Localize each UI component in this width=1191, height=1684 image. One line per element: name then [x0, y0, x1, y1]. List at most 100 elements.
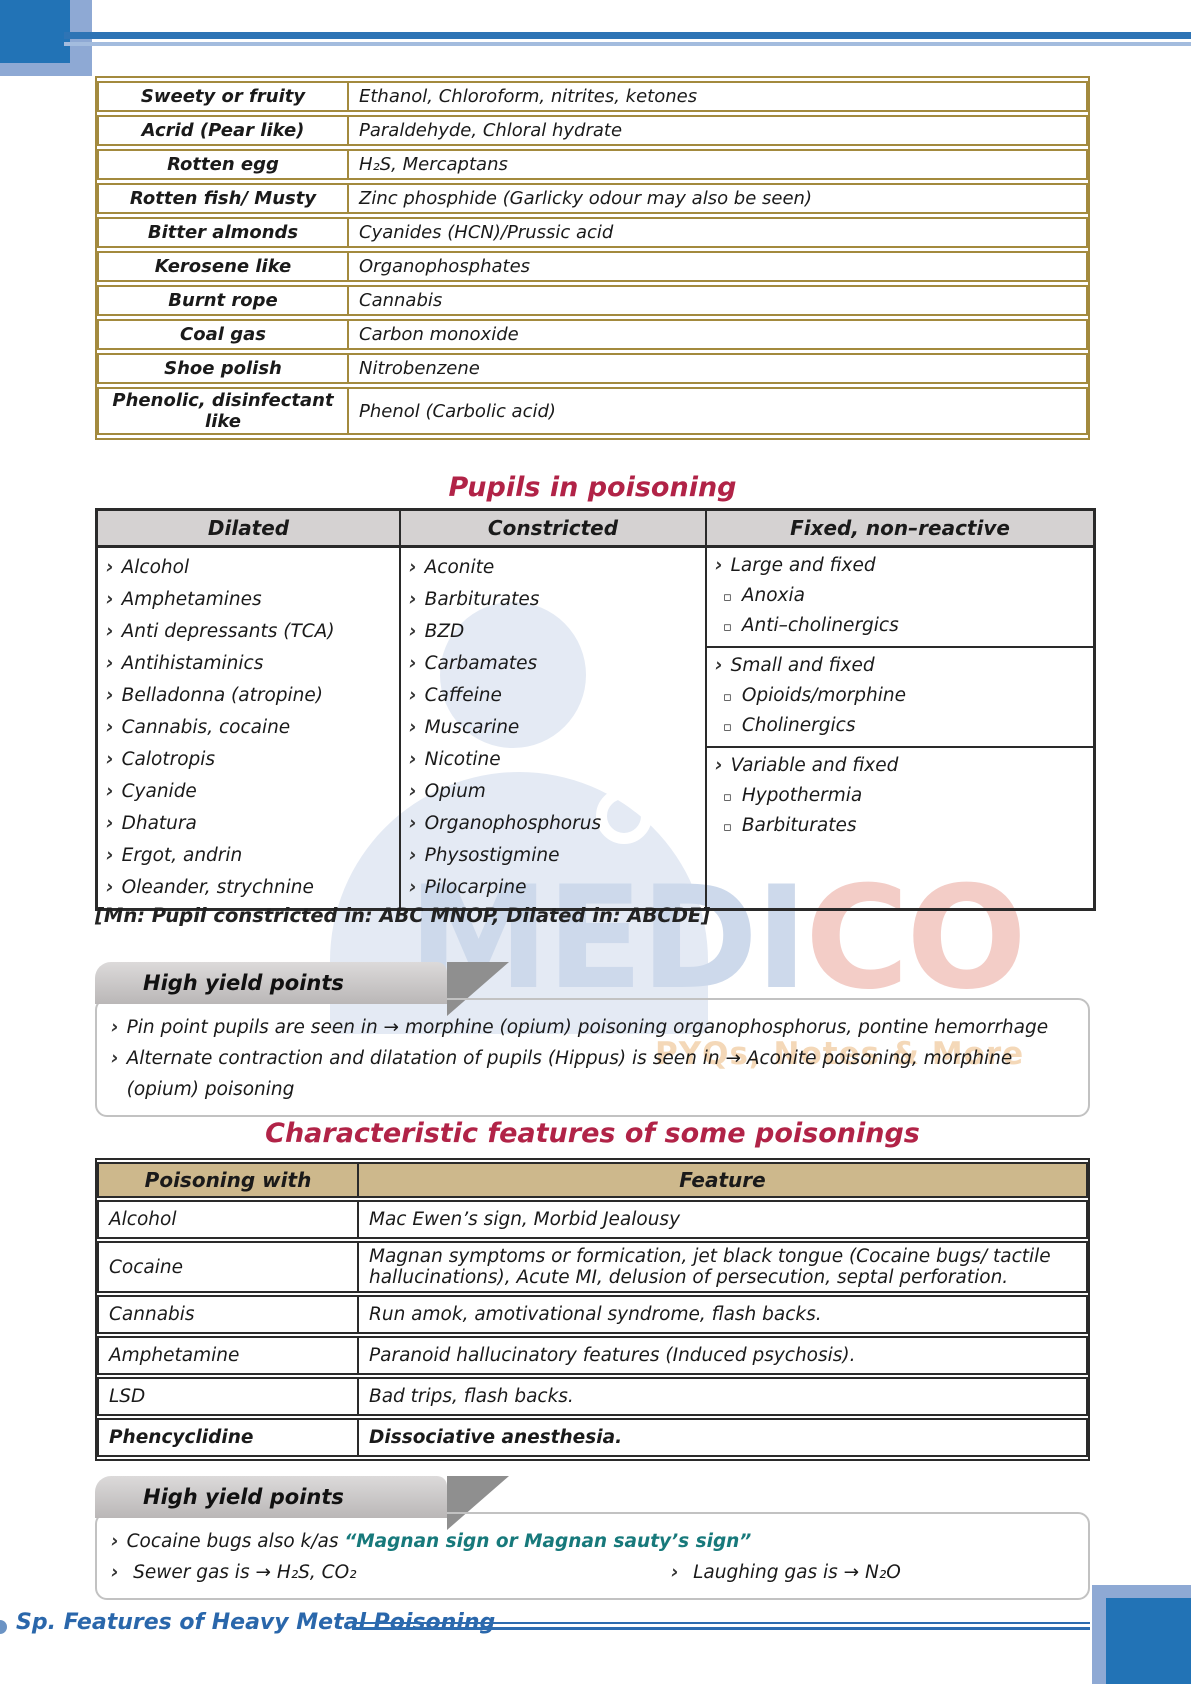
arrow-bullet-icon: ›: [106, 813, 114, 834]
list-item-label: Pilocarpine: [424, 877, 527, 898]
point-prefix: Cocaine bugs also k/as: [126, 1531, 345, 1552]
group-item: ▫ Cholinergics: [713, 711, 1087, 741]
arrow-bullet-icon: ›: [409, 749, 417, 770]
group-label: › Small and fixed: [713, 651, 1087, 681]
odor-table-row: Burnt rope Cannabis: [97, 285, 1088, 316]
square-bullet-icon: ▫: [723, 790, 732, 805]
list-item: › Opium: [407, 776, 699, 808]
features-row: Cannabis Run amok, amotivational syndrom…: [97, 1295, 1088, 1334]
point-highlight: “Magnan sign or Magnan sauty’s sign”: [344, 1531, 752, 1552]
dilated-column: › Alcohol › Amphetamines › Anti depressants (…: [98, 548, 401, 908]
substance-cell: Paraldehyde, Chloral hydrate: [349, 115, 1088, 146]
high-yield-box-1: High yield points › Pin point pupils are …: [95, 962, 1090, 1117]
list-item: › Aconite: [407, 552, 699, 584]
group-label-text: Large and fixed: [730, 555, 876, 576]
group-item-label: Opioids/morphine: [741, 685, 906, 706]
mnemonic-note: [Mn: Pupil constricted in: ABC MNOP, Dil…: [95, 904, 711, 927]
list-item: › Organophosphorus: [407, 808, 699, 840]
poison-cell: Amphetamine: [97, 1336, 359, 1375]
features-row: Cocaine Magnan symptoms or formication, …: [97, 1241, 1088, 1293]
substance-cell: Organophosphates: [349, 251, 1088, 282]
square-bullet-icon: ▫: [723, 690, 732, 705]
substance-cell: Zinc phosphide (Garlicky odour may also …: [349, 183, 1088, 214]
high-yield-box-2: High yield points › Cocaine bugs also k/…: [95, 1476, 1090, 1600]
watermark-stethoscope-icon: [596, 788, 652, 844]
arrow-bullet-icon: ›: [409, 717, 417, 738]
odor-table: Sweety or fruity Ethanol, Chloroform, ni…: [95, 76, 1090, 440]
features-row: LSD Bad trips, flash backs.: [97, 1377, 1088, 1416]
square-bullet-icon: ▫: [723, 590, 732, 605]
arrow-bullet-icon: ›: [409, 589, 417, 610]
tab-fold-decoration: [447, 962, 509, 1016]
arrow-bullet-icon: ›: [671, 1562, 686, 1583]
odor-cell: Acrid (Pear like): [97, 115, 349, 146]
group-item-label: Barbiturates: [741, 815, 857, 836]
arrow-bullet-icon: ›: [106, 653, 114, 674]
arrow-bullet-icon: ›: [106, 717, 114, 738]
list-item: › Anti depressants (TCA): [104, 616, 393, 648]
list-item: › Alcohol: [104, 552, 393, 584]
substance-cell: Nitrobenzene: [349, 353, 1088, 384]
substance-cell: Cannabis: [349, 285, 1088, 316]
high-yield-body: › Cocaine bugs also k/as “Magnan sign or…: [95, 1512, 1090, 1600]
odor-cell: Shoe polish: [97, 353, 349, 384]
list-item: › Cannabis, cocaine: [104, 712, 393, 744]
poison-cell: Alcohol: [97, 1200, 359, 1239]
arrow-bullet-icon: ›: [715, 655, 723, 676]
arrow-bullet-icon: ›: [715, 755, 723, 776]
arrow-bullet-icon: ›: [409, 621, 417, 642]
group-label: › Large and fixed: [713, 551, 1087, 581]
odor-cell: Rotten fish/ Musty: [97, 183, 349, 214]
list-item: › Cyanide: [104, 776, 393, 808]
odor-cell: Sweety or fruity: [97, 81, 349, 112]
odor-table-row: Shoe polish Nitrobenzene: [97, 353, 1088, 384]
group-item: ▫ Anti–cholinergics: [713, 611, 1087, 641]
odor-table-row: Phenolic, disinfectant like Phenol (Carb…: [97, 387, 1088, 435]
arrow-bullet-icon: ›: [409, 685, 417, 706]
list-item: › Belladonna (atropine): [104, 680, 393, 712]
watermark-tagline: PYQs, Notes & More: [655, 1036, 1025, 1072]
list-item-label: Dhatura: [121, 813, 197, 834]
odor-table-row: Kerosene like Organophosphates: [97, 251, 1088, 282]
arrow-bullet-icon: ›: [106, 877, 114, 898]
tab-fold-decoration: [447, 1476, 509, 1530]
watermark-logo-part2: CO: [805, 856, 1027, 1021]
odor-cell: Phenolic, disinfectant like: [97, 387, 349, 435]
substance-cell: Cyanides (HCN)/Prussic acid: [349, 217, 1088, 248]
watermark-doctor-head: [440, 602, 586, 748]
top-left-accent-dark: [0, 0, 70, 63]
arrow-bullet-icon: ›: [106, 557, 114, 578]
list-item-label: Nicotine: [424, 749, 501, 770]
features-row: Amphetamine Paranoid hallucinatory featu…: [97, 1336, 1088, 1375]
odor-cell: Coal gas: [97, 319, 349, 350]
fixed-column: › Large and fixed ▫ Anoxia ▫ Anti–cholinerg…: [707, 548, 1093, 908]
group-item: ▫ Hypothermia: [713, 781, 1087, 811]
feature-cell: Run amok, amotivational syndrome, flash …: [359, 1295, 1088, 1334]
feature-cell: Mac Ewen’s sign, Morbid Jealousy: [359, 1200, 1088, 1239]
pupils-table: Dilated Constricted Fixed, non–reactive …: [95, 508, 1096, 911]
list-item: › Physostigmine: [407, 840, 699, 872]
group-item-label: Anoxia: [741, 585, 805, 606]
arrow-bullet-icon: ›: [409, 813, 417, 834]
high-yield-tab: High yield points: [95, 962, 447, 1004]
group-item-label: Hypothermia: [741, 785, 863, 806]
high-yield-point: › Alternate contraction and dilatation of…: [109, 1043, 1072, 1105]
odor-table-row: Coal gas Carbon monoxide: [97, 319, 1088, 350]
top-rule-light: [64, 42, 1191, 46]
fixed-group-variable: › Variable and fixed ▫ Hypothermia ▫ Barbit…: [707, 748, 1093, 846]
list-item-label: Cannabis, cocaine: [121, 717, 291, 738]
column-header-feature: Feature: [359, 1162, 1088, 1198]
group-label-text: Variable and fixed: [730, 755, 899, 776]
substance-cell: Carbon monoxide: [349, 319, 1088, 350]
arrow-bullet-icon: ›: [111, 1531, 119, 1552]
arrow-bullet-icon: ›: [106, 749, 114, 770]
list-item-label: Muscarine: [424, 717, 520, 738]
high-yield-tab: High yield points: [95, 1476, 447, 1518]
list-item-label: Alcohol: [121, 557, 190, 578]
odor-table-row: Sweety or fruity Ethanol, Chloroform, ni…: [97, 81, 1088, 112]
features-row: Phencyclidine Dissociative anesthesia.: [97, 1418, 1088, 1457]
list-item-label: Calotropis: [121, 749, 216, 770]
square-bullet-icon: ▫: [723, 720, 732, 735]
arrow-bullet-icon: ›: [409, 653, 417, 674]
group-item: ▫ Barbiturates: [713, 811, 1087, 841]
